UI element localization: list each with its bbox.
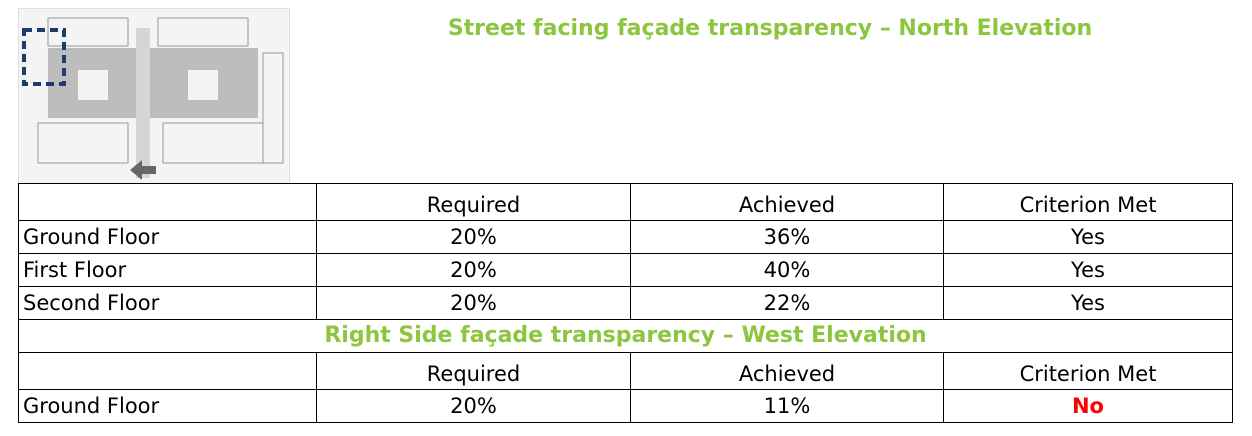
cell: 20% [316,389,631,423]
row-label: Ground Floor [18,220,317,254]
cell: Yes [943,286,1233,320]
cell: Yes [943,253,1233,287]
header-cell: Required [316,183,631,221]
section-row: Right Side façade transparency – West El… [18,319,1233,353]
cell-text: 20% [450,225,497,249]
header-cell [18,183,317,221]
cell-text: Ground Floor [23,394,160,418]
cell-text: Yes [1071,291,1105,315]
cell: No [943,389,1233,423]
section-title: Right Side façade transparency – West El… [18,319,1233,353]
row: Ground Floor 20% 11% No [18,389,1233,423]
header-row: Required Achieved Criterion Met [18,352,1233,390]
cell: 22% [630,286,944,320]
header-cell [18,352,317,390]
cell-text: First Floor [23,258,127,282]
cell-text: Yes [1071,225,1105,249]
cell-text: Second Floor [23,291,160,315]
cell-text: 20% [450,258,497,282]
cell-text: No [1071,394,1104,418]
transparency-table: Required Achieved Criterion Met Ground Floo… [18,183,1233,423]
cell: 40% [630,253,944,287]
row-label: First Floor [18,253,317,287]
header-row: Required Achieved Criterion Met [18,183,1233,221]
cell: 20% [316,220,631,254]
cell-text: 40% [763,258,811,282]
row: Second Floor 20% 22% Yes [18,286,1233,320]
cell: 20% [316,286,631,320]
cell-text: 20% [450,394,497,418]
site-plan [18,8,290,184]
cell-text: 22% [763,291,811,315]
cell-text: Ground Floor [23,225,160,249]
header-cell: Achieved [630,183,944,221]
cell: Yes [943,220,1233,254]
cell-text: 36% [763,225,811,249]
header-cell: Criterion Met [943,183,1233,221]
header-cell: Required [316,352,631,390]
cell: 20% [316,253,631,287]
header-cell: Achieved [630,352,944,390]
section-title: Street facing façade transparency – Nort… [447,16,1093,41]
cell: 36% [630,220,944,254]
cell-text: Yes [1071,258,1105,282]
header-cell: Criterion Met [943,352,1233,390]
row: Ground Floor 20% 36% Yes [18,220,1233,254]
cell-text: 11% [763,394,811,418]
cell: 11% [630,389,944,423]
cell-text: 20% [450,291,497,315]
row-label: Ground Floor [18,389,317,423]
row: First Floor 20% 40% Yes [18,253,1233,287]
row-label: Second Floor [18,286,317,320]
